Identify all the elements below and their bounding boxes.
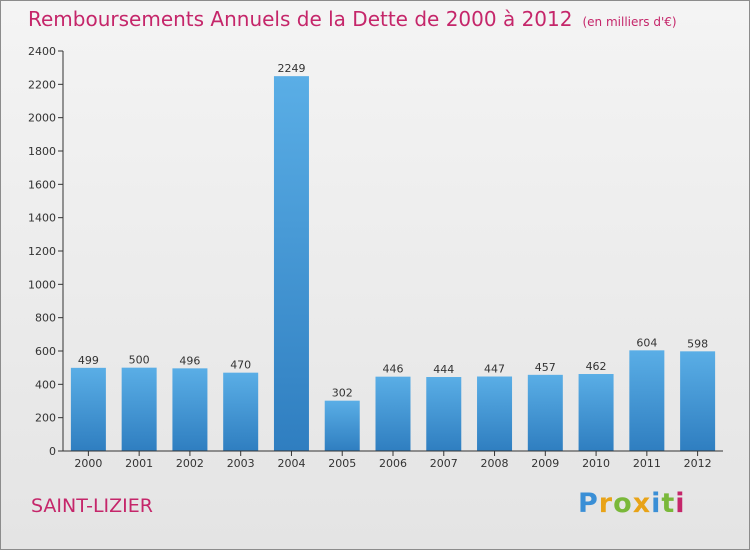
chart-title: Remboursements Annuels de la Dette de 20…	[28, 7, 677, 31]
bar-value-label: 500	[129, 354, 150, 367]
x-tick-label: 2006	[379, 457, 407, 470]
bar-value-label: 496	[179, 354, 200, 367]
bar-2008	[477, 376, 513, 451]
city-name: SAINT-LIZIER	[31, 495, 153, 517]
x-axis: 2000 2001 2002 2003 2004 2005 2006 2007 2008 2009…	[63, 450, 723, 470]
x-tick-label: 2000	[74, 457, 102, 470]
bar-value-label: 598	[687, 337, 708, 350]
bar-2006	[375, 376, 411, 451]
y-tick-label: 0	[49, 445, 56, 458]
logo-letter: o	[613, 488, 633, 519]
y-tick-label: 1600	[28, 178, 56, 191]
logo-letter: t	[661, 488, 676, 519]
y-tick-label: 1000	[28, 278, 56, 291]
y-tick-label: 2000	[28, 112, 56, 125]
y-axis: 0 200 400 600 800 1000 1200 1400 1600 1800 2000 220…	[28, 45, 64, 458]
bar-value-label: 462	[586, 360, 607, 373]
y-tick-label: 400	[35, 378, 56, 391]
bar-value-label: 470	[230, 359, 251, 372]
bar-value-label: 457	[535, 361, 556, 374]
x-tick-label: 2012	[684, 457, 712, 470]
bar-value-label: 444	[433, 363, 454, 376]
chart-subtitle: (en milliers d'€)	[582, 15, 677, 29]
x-tick-label: 2010	[582, 457, 610, 470]
logo-letter: i	[675, 488, 686, 519]
proxiti-logo: Proxiti	[578, 488, 686, 519]
bar-value-label: 2249	[277, 62, 305, 75]
bar-2005	[324, 400, 360, 451]
bar-2010	[578, 374, 614, 451]
bar-2009	[527, 374, 563, 451]
x-tick-label: 2009	[531, 457, 559, 470]
bar-2001	[121, 367, 157, 451]
y-tick-label: 2400	[28, 45, 56, 58]
x-tick-label: 2003	[227, 457, 255, 470]
y-tick-label: 1800	[28, 145, 56, 158]
bar-value-label: 604	[636, 336, 657, 349]
logo-letter: r	[598, 488, 614, 519]
logo-letter: i	[651, 488, 662, 519]
logo-letter: P	[578, 488, 599, 519]
x-tick-label: 2008	[481, 457, 509, 470]
chart-title-text: Remboursements Annuels de la Dette de 20…	[28, 7, 573, 31]
bar-value-label: 447	[484, 363, 505, 376]
y-tick-label: 1400	[28, 212, 56, 225]
x-tick-label: 2004	[277, 457, 305, 470]
x-tick-label: 2005	[328, 457, 356, 470]
bar-2002	[172, 368, 208, 451]
x-tick-label: 2007	[430, 457, 458, 470]
logo-letter: x	[632, 488, 652, 519]
bar-2012	[680, 351, 716, 451]
bar-2007	[426, 377, 462, 451]
bar-2000	[70, 367, 106, 451]
y-tick-label: 600	[35, 345, 56, 358]
x-tick-label: 2011	[633, 457, 661, 470]
x-tick-label: 2002	[176, 457, 204, 470]
bar-value-label: 302	[332, 387, 353, 400]
bar-value-label: 446	[383, 363, 404, 376]
y-tick-label: 800	[35, 312, 56, 325]
bar-2003	[223, 372, 259, 451]
bar-2004	[273, 76, 309, 452]
bar-2011	[629, 350, 665, 451]
bars-group: 499 500 496 470 2249 302 446 444 447 457 462 604 598	[70, 62, 716, 452]
bar-value-label: 499	[78, 354, 99, 367]
y-tick-label: 200	[35, 412, 56, 425]
y-tick-label: 2200	[28, 78, 56, 91]
y-tick-label: 1200	[28, 245, 56, 258]
x-tick-label: 2001	[125, 457, 153, 470]
